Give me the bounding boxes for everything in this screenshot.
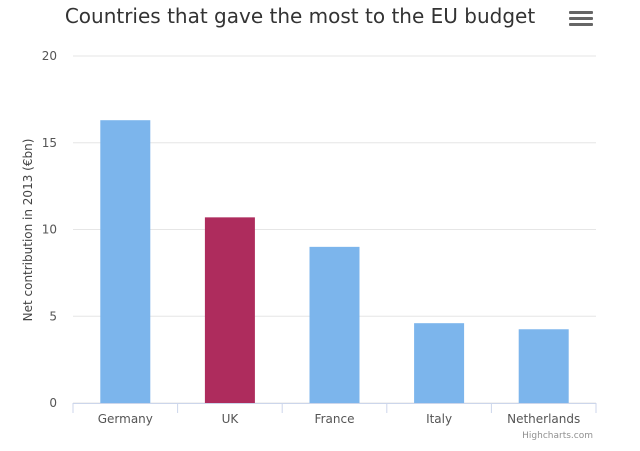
y-tick-label: 15: [42, 136, 57, 150]
x-tick-label: France: [315, 412, 355, 426]
y-tick-label: 20: [42, 49, 57, 63]
credits-link[interactable]: Highcharts.com: [522, 431, 593, 441]
bar-italy[interactable]: [414, 323, 465, 403]
y-axis-label: Net contribution in 2013 (€bn): [21, 139, 35, 322]
bar-germany[interactable]: [100, 120, 151, 403]
bar-france[interactable]: [309, 246, 360, 403]
x-tick-label: Italy: [426, 412, 452, 426]
bar-uk[interactable]: [204, 217, 255, 403]
y-tick-label: 0: [49, 396, 57, 410]
x-tick-label: Germany: [98, 412, 153, 426]
x-tick-label: UK: [222, 412, 240, 426]
y-tick-label: 10: [42, 223, 57, 237]
bar-netherlands[interactable]: [518, 329, 569, 403]
hamburger-menu-icon[interactable]: [569, 11, 593, 31]
chart-title: Countries that gave the most to the EU b…: [64, 4, 536, 28]
y-tick-label: 5: [49, 309, 57, 323]
x-tick-label: Netherlands: [507, 412, 580, 426]
